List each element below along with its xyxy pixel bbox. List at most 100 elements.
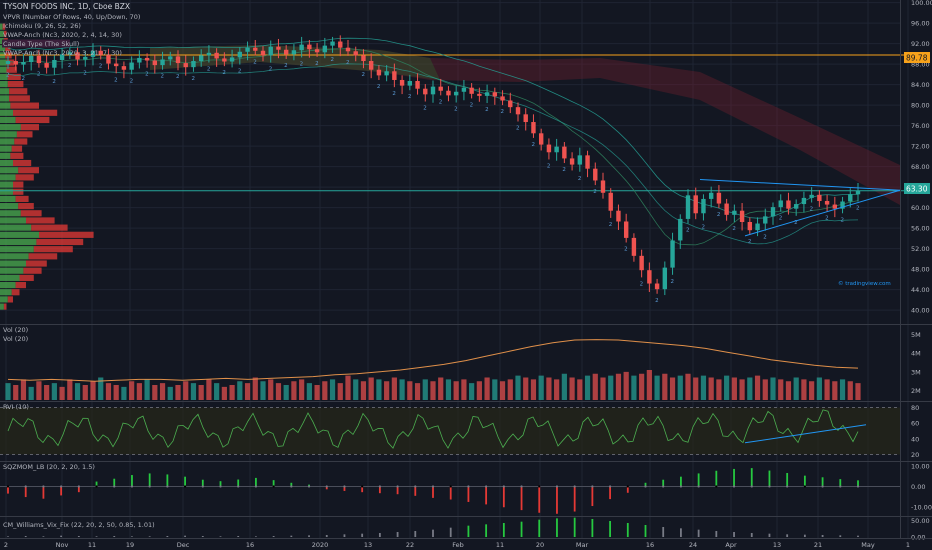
volume-bar-106 bbox=[824, 379, 830, 400]
volume-bar-110 bbox=[855, 383, 861, 400]
vpvr-up-row-27 bbox=[0, 109, 13, 116]
candle-body-36 bbox=[283, 49, 289, 55]
candle-body-20 bbox=[160, 59, 165, 66]
sqz-dot-44 bbox=[786, 485, 789, 488]
candle-body-45 bbox=[353, 51, 358, 56]
candle-body-88 bbox=[685, 195, 691, 219]
vpvr-up-row-23 bbox=[0, 138, 15, 145]
ichimoku-cloud bbox=[150, 45, 900, 205]
cmw-bar-6 bbox=[113, 536, 116, 537]
sqz-bar-35 bbox=[626, 486, 629, 493]
vpvr-up-row-24 bbox=[0, 131, 17, 138]
time-tick-8: 22 bbox=[406, 541, 414, 549]
chart-legend[interactable]: TYSON FOODS INC, 1D, Cboe BZX VPVR (Numb… bbox=[2, 2, 140, 57]
cmw-bar-17 bbox=[308, 535, 310, 537]
vpvr-down-row-10 bbox=[39, 231, 94, 238]
candle-type-mark-68: 2 bbox=[531, 142, 535, 148]
volume-bar-8 bbox=[67, 379, 73, 400]
sqz-bar-26 bbox=[467, 486, 470, 502]
volume-bar-81 bbox=[631, 375, 637, 400]
candle-body-31 bbox=[245, 47, 250, 52]
vpvr-down-row-2 bbox=[11, 289, 20, 296]
sqz-dot-12 bbox=[219, 485, 222, 488]
squeeze-momentum-pane: 10.00 0.00 -10.00 bbox=[0, 463, 932, 514]
volume-bar-18 bbox=[144, 379, 150, 400]
sqz-dot-30 bbox=[538, 485, 541, 488]
candle-type-mark-102: 2 bbox=[794, 220, 798, 226]
vpvr-down-row-32 bbox=[7, 73, 21, 80]
price-tick-10: 60.00 bbox=[911, 204, 930, 212]
candle-type-mark-94: 2 bbox=[732, 226, 736, 232]
candle-type-mark-106: 2 bbox=[825, 216, 829, 222]
cmw-bar-5 bbox=[95, 536, 98, 537]
indicator-label-ichimoku: Ichimoku (9, 26, 52, 26) bbox=[3, 22, 81, 30]
sqz-dot-4 bbox=[77, 485, 80, 488]
vpvr-up-row-20 bbox=[0, 159, 13, 167]
rvi-line bbox=[7, 409, 859, 449]
vpvr-down-row-21 bbox=[10, 152, 24, 159]
candle-body-33 bbox=[260, 50, 266, 56]
vpvr-up-row-19 bbox=[0, 167, 19, 174]
volume-bar-64 bbox=[499, 381, 506, 400]
sqz-dot-39 bbox=[697, 485, 700, 488]
sqz-bar-44 bbox=[786, 473, 789, 487]
sqz-bar-42 bbox=[750, 468, 753, 487]
candle-body-28 bbox=[222, 58, 227, 62]
time-tick-6: 2020 bbox=[312, 541, 329, 549]
candle-body-75 bbox=[585, 155, 590, 169]
vpvr-up-row-6 bbox=[0, 260, 26, 267]
candle-body-3 bbox=[28, 55, 34, 63]
rvi-band bbox=[0, 407, 900, 455]
candle-type-mark-88: 2 bbox=[686, 228, 690, 234]
volume-bar-7 bbox=[59, 386, 65, 400]
rvi-tick-3: 20 bbox=[911, 451, 919, 459]
cmw-bar-48 bbox=[857, 535, 859, 537]
vwap-lower-band bbox=[7, 63, 859, 245]
volume-bar-2 bbox=[20, 379, 27, 400]
vpvr-down-row-36 bbox=[5, 45, 11, 52]
candle-type-mark-96: 2 bbox=[748, 239, 752, 245]
volume-label-1: Vol (20) bbox=[3, 326, 28, 334]
sqz-dot-41 bbox=[732, 485, 736, 488]
candle-body-54 bbox=[423, 88, 428, 95]
sqz-dot-2 bbox=[42, 485, 45, 488]
vpvr-up-row-33 bbox=[0, 66, 7, 73]
volume-bar-14 bbox=[113, 385, 119, 400]
trendlines[interactable] bbox=[699, 178, 901, 237]
vpvr-up-row-17 bbox=[0, 181, 13, 188]
candle-body-53 bbox=[415, 81, 420, 89]
price-candles[interactable]: 2 2 2 2 2 2 2 2 2 2 2 2 2 2 2 2 2 2 2 2 2 2 2 2 2 2 2 2 2 2 2 2 2 2 2 2 2 2 2 2… bbox=[5, 35, 861, 304]
candle-body-34 bbox=[268, 46, 273, 56]
volume-bar-55 bbox=[430, 381, 436, 400]
vpvr-down-row-3 bbox=[15, 281, 26, 289]
sqz-bar-11 bbox=[201, 479, 204, 487]
sqz-bar-25 bbox=[449, 486, 452, 500]
sqz-dot-27 bbox=[485, 485, 488, 488]
volume-bar-70 bbox=[546, 377, 552, 400]
cmw-bar-4 bbox=[77, 536, 80, 537]
candle-body-52 bbox=[407, 81, 413, 86]
sqz-dot-48 bbox=[856, 485, 860, 488]
candle-body-46 bbox=[361, 55, 366, 62]
sqz-bar-27 bbox=[485, 486, 488, 505]
candle-type-mark-70: 2 bbox=[547, 163, 551, 169]
time-axis[interactable]: 2 Nov 11 19 Dec 16 2020 13 22 Feb 11 20 Mar 16 24 Apr 13… bbox=[0, 538, 932, 550]
volume-bar-90 bbox=[700, 375, 707, 400]
candle-type-mark-6: 2 bbox=[52, 79, 56, 85]
candle-body-110 bbox=[855, 190, 861, 195]
volume-tick-0: 5M bbox=[911, 331, 921, 339]
vpvr-down-row-33 bbox=[6, 66, 17, 73]
price-tick-5: 80.00 bbox=[911, 102, 930, 110]
candle-body-91 bbox=[708, 192, 714, 199]
vpvr-up-row-28 bbox=[0, 102, 11, 109]
price-axis[interactable]: 100.00 96.00 92.00 88.00 84.00 80.00 76.00 72.0… bbox=[911, 0, 932, 315]
volume-bar-23 bbox=[183, 381, 189, 400]
pane-dividers[interactable] bbox=[0, 0, 932, 538]
cmw-bar-7 bbox=[131, 536, 133, 537]
sqz-dot-15 bbox=[272, 485, 275, 488]
volume-bar-43 bbox=[337, 383, 343, 400]
candle-body-6 bbox=[52, 59, 57, 68]
vpvr-up-row-39 bbox=[0, 23, 3, 30]
candle-type-mark-26: 2 bbox=[207, 67, 211, 73]
